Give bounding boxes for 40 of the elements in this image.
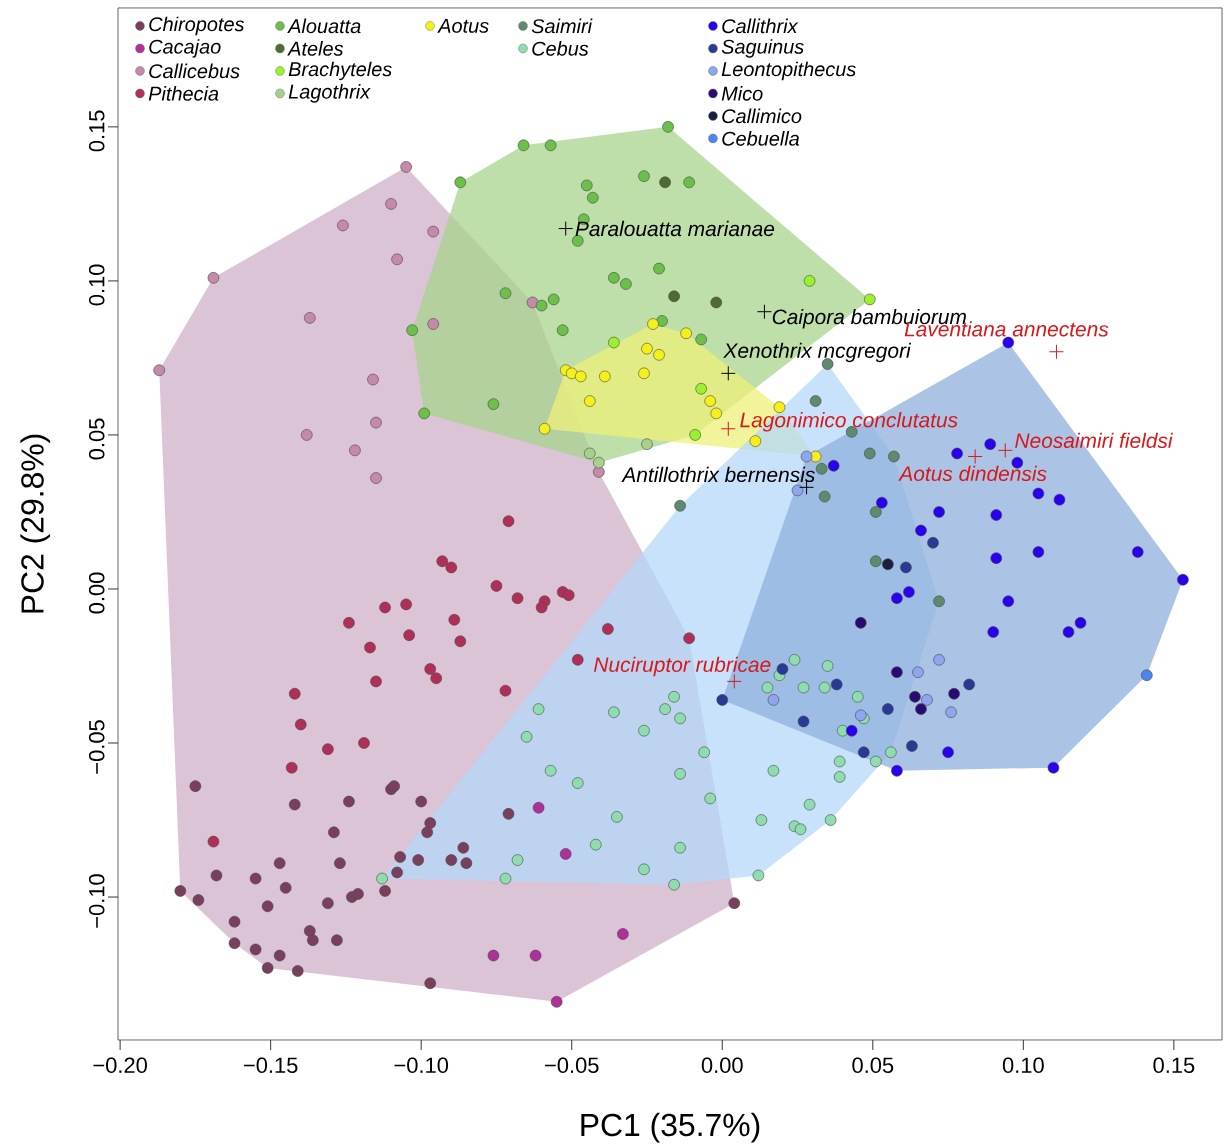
legend-label: Chiropotes [149, 16, 245, 36]
legend-label: Saguinus [721, 39, 804, 58]
legend-label: Saimiri [531, 18, 593, 34]
x-tick-label: 0.05 [852, 1057, 894, 1074]
legend-label: Callithrix [722, 18, 799, 34]
legend-label: Callimico [722, 108, 802, 124]
data-label: Antillothrix bernensis [621, 466, 815, 483]
y-axis-title: PC2 (29.8%) [20, 434, 51, 613]
legend-label: Cacajao [149, 39, 221, 58]
legend-label: Brachyteles [288, 61, 392, 81]
data-label: Aotus dindensis [898, 465, 1047, 482]
x-tick-label: 0.15 [1153, 1057, 1195, 1074]
x-tick-label: −0.15 [244, 1057, 298, 1074]
x-tick-label: 0.10 [1002, 1057, 1044, 1074]
y-tick-label: −0.05 [88, 720, 105, 774]
y-tick-label: 0.00 [88, 572, 105, 614]
legend-label: Pithecia [148, 86, 219, 101]
x-axis-title: PC1 (35.7%) [581, 1112, 760, 1143]
y-tick-label: 0.15 [88, 110, 105, 152]
x-tick-label: −0.20 [93, 1057, 147, 1074]
data-label: Paralouatta marianae [575, 220, 775, 237]
legend-label: Callicebus [149, 63, 240, 79]
data-label: Lagonimico conclutatus [740, 412, 958, 432]
data-label: Nuciruptor rubricae [593, 656, 771, 677]
legend-label: Lagothrix [288, 84, 371, 103]
legend-label: Mico [721, 86, 763, 101]
data-label: Neosaimiri fieldsi [1015, 432, 1174, 449]
legend-label: Alouatta [287, 18, 361, 34]
legend-label: Cebus [532, 41, 589, 56]
y-tick-label: 0.05 [88, 418, 105, 460]
y-tick-label: 0.10 [88, 264, 105, 306]
legend-label: Aotus [437, 18, 489, 33]
legend-label: Ateles [287, 41, 344, 56]
legend-label: Leontopithecus [721, 61, 856, 81]
data-label: Xenothrix mcgregori [723, 342, 912, 363]
x-tick-label: 0.00 [701, 1057, 743, 1074]
x-tick-label: −0.05 [545, 1057, 599, 1074]
legend-label: Cebuella [722, 131, 800, 146]
x-tick-label: −0.10 [394, 1057, 449, 1074]
y-tick-label: −0.10 [88, 874, 105, 928]
